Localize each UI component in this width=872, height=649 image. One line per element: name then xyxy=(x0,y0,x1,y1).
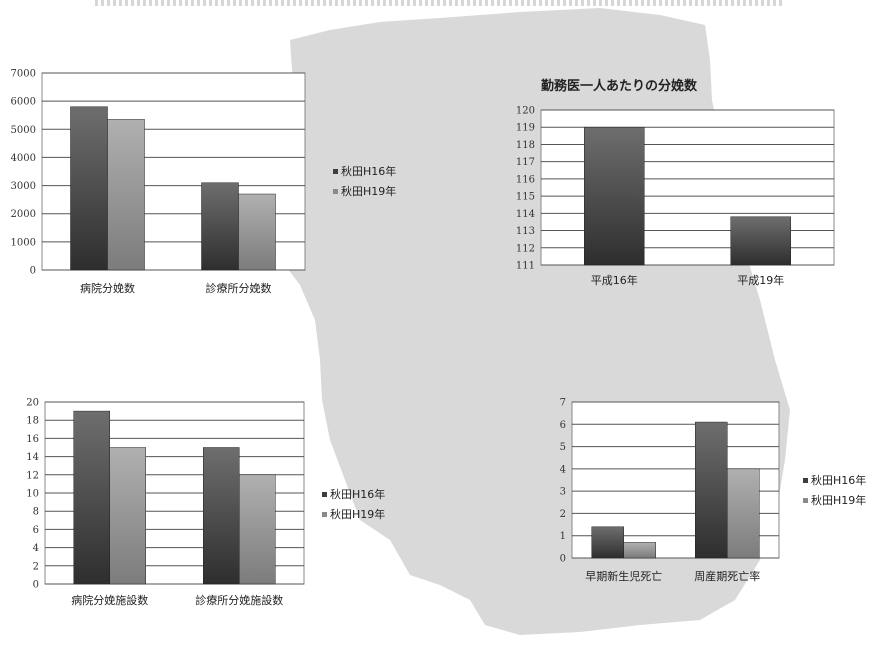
y-tick-label: 14 xyxy=(26,452,39,463)
y-tick-label: 7 xyxy=(560,398,566,409)
y-tick-label: 112 xyxy=(516,243,535,254)
bar xyxy=(730,216,791,266)
y-tick-label: 5 xyxy=(560,442,566,453)
bar xyxy=(591,526,624,559)
legend-label: 秋田H19年 xyxy=(330,507,385,521)
legend-swatch xyxy=(803,498,808,503)
y-tick-label: 20 xyxy=(26,398,39,409)
y-tick-label: 4 xyxy=(560,464,566,475)
y-tick-label: 2 xyxy=(33,561,39,572)
y-tick-label: 2000 xyxy=(11,209,36,220)
legend-label: 秋田H16年 xyxy=(341,164,396,178)
y-tick-label: 10 xyxy=(26,489,39,500)
legend-swatch xyxy=(333,169,338,174)
legend-label: 秋田H19年 xyxy=(341,184,396,198)
y-tick-label: 0 xyxy=(560,554,566,565)
bar xyxy=(238,193,276,271)
legend-swatch xyxy=(333,189,338,194)
chart-title: 勤務医一人あたりの分娩数 xyxy=(541,78,698,94)
legend-swatch xyxy=(322,492,327,497)
bar xyxy=(107,119,145,271)
category-label: 病院分娩数 xyxy=(80,281,135,295)
category-label: 平成16年 xyxy=(591,273,638,287)
y-tick-label: 3000 xyxy=(11,181,36,192)
y-tick-label: 2 xyxy=(560,509,566,520)
legend-label: 秋田H19年 xyxy=(811,493,866,507)
y-tick-label: 4 xyxy=(33,543,39,554)
y-tick-label: 117 xyxy=(516,157,535,168)
bar xyxy=(73,410,110,585)
y-tick-label: 5000 xyxy=(11,125,36,136)
y-tick-label: 1000 xyxy=(11,237,36,248)
y-tick-label: 120 xyxy=(516,106,535,117)
bar xyxy=(584,126,645,266)
y-tick-label: 1 xyxy=(560,531,566,542)
y-tick-label: 113 xyxy=(516,226,535,237)
legend-swatch xyxy=(322,512,327,517)
bar xyxy=(70,106,108,271)
y-tick-label: 6 xyxy=(33,525,39,536)
category-label: 早期新生児死亡 xyxy=(585,569,662,583)
category-label: 周産期死亡率 xyxy=(694,569,760,583)
y-tick-label: 118 xyxy=(516,140,535,151)
y-tick-label: 111 xyxy=(516,261,535,272)
y-tick-label: 0 xyxy=(30,266,36,277)
category-label: 診療所分娩施設数 xyxy=(195,593,283,607)
y-tick-label: 8 xyxy=(33,507,39,518)
y-tick-label: 16 xyxy=(26,434,39,445)
bar xyxy=(239,474,276,585)
y-tick-label: 6 xyxy=(560,420,566,431)
category-label: 病院分娩施設数 xyxy=(71,593,148,607)
legend-label: 秋田H16年 xyxy=(811,473,866,487)
y-tick-label: 12 xyxy=(26,470,39,481)
category-label: 診療所分娩数 xyxy=(206,281,272,295)
bar xyxy=(727,468,760,559)
y-tick-label: 119 xyxy=(516,123,535,134)
legend-swatch xyxy=(803,478,808,483)
bar xyxy=(109,447,146,585)
y-tick-label: 0 xyxy=(33,580,39,591)
y-tick-label: 115 xyxy=(516,192,535,203)
category-label: 平成19年 xyxy=(737,273,784,287)
y-tick-label: 7000 xyxy=(11,69,36,80)
y-tick-label: 4000 xyxy=(11,153,36,164)
bar xyxy=(695,421,728,559)
y-tick-label: 116 xyxy=(516,174,535,185)
bar xyxy=(203,447,240,585)
top-caption-bleed xyxy=(95,0,785,6)
y-tick-label: 6000 xyxy=(11,97,36,108)
y-tick-label: 114 xyxy=(516,209,535,220)
bar xyxy=(201,182,239,271)
y-tick-label: 3 xyxy=(560,487,566,498)
y-tick-label: 18 xyxy=(26,416,39,427)
legend-label: 秋田H16年 xyxy=(330,487,385,501)
bar xyxy=(623,542,656,559)
